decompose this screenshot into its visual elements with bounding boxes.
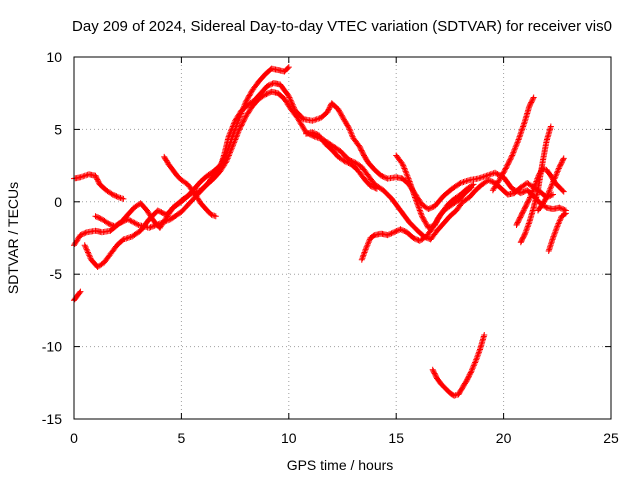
series-markers <box>303 129 380 192</box>
x-tick-label: 10 <box>281 430 297 446</box>
x-tick-label: 20 <box>496 430 512 446</box>
series-markers <box>393 152 477 231</box>
series-track-15 <box>535 155 567 214</box>
y-axis-label: SDTVAR / TECUs <box>5 182 21 294</box>
chart-title: Day 209 of 2024, Sidereal Day-to-day VTE… <box>72 18 612 35</box>
series-markers <box>71 171 127 202</box>
series-track-7 <box>303 129 380 192</box>
series-markers <box>71 288 84 304</box>
series-markers <box>545 210 569 254</box>
y-axis: -15 -10 -5 0 5 10 <box>42 49 611 427</box>
series-markers <box>81 88 557 270</box>
plot-frame <box>73 56 612 420</box>
x-tick-label: 5 <box>178 430 186 446</box>
series-layer <box>71 64 569 399</box>
x-tick-label: 0 <box>70 430 78 446</box>
series-markers <box>489 94 537 194</box>
series-track-5 <box>92 64 292 231</box>
series-track-4 <box>81 88 557 270</box>
y-tick-label: 0 <box>54 194 62 210</box>
series-track-6 <box>161 153 219 220</box>
y-tick-label: -10 <box>42 339 62 355</box>
x-tick-label: 15 <box>388 430 404 446</box>
series-markers <box>429 332 488 399</box>
x-tick-label: 25 <box>603 430 619 446</box>
series-markers <box>535 155 567 214</box>
series-track-11 <box>489 94 537 194</box>
series-track-9 <box>393 152 477 231</box>
y-tick-label: -5 <box>50 266 63 282</box>
grid <box>74 57 611 419</box>
series-markers <box>161 153 219 220</box>
x-axis-label: GPS time / hours <box>287 457 394 473</box>
y-tick-label: 10 <box>46 49 62 65</box>
series-track-14 <box>545 210 569 254</box>
series-markers <box>92 64 292 231</box>
series-track-2 <box>71 288 84 304</box>
series-markers <box>513 165 567 228</box>
series-track-1 <box>71 171 127 202</box>
y-tick-label: -15 <box>42 411 62 427</box>
series-track-10 <box>429 332 488 399</box>
x-axis: 0 5 10 15 20 25 <box>70 57 619 446</box>
y-tick-label: 5 <box>54 121 62 137</box>
series-track-13 <box>513 165 567 228</box>
